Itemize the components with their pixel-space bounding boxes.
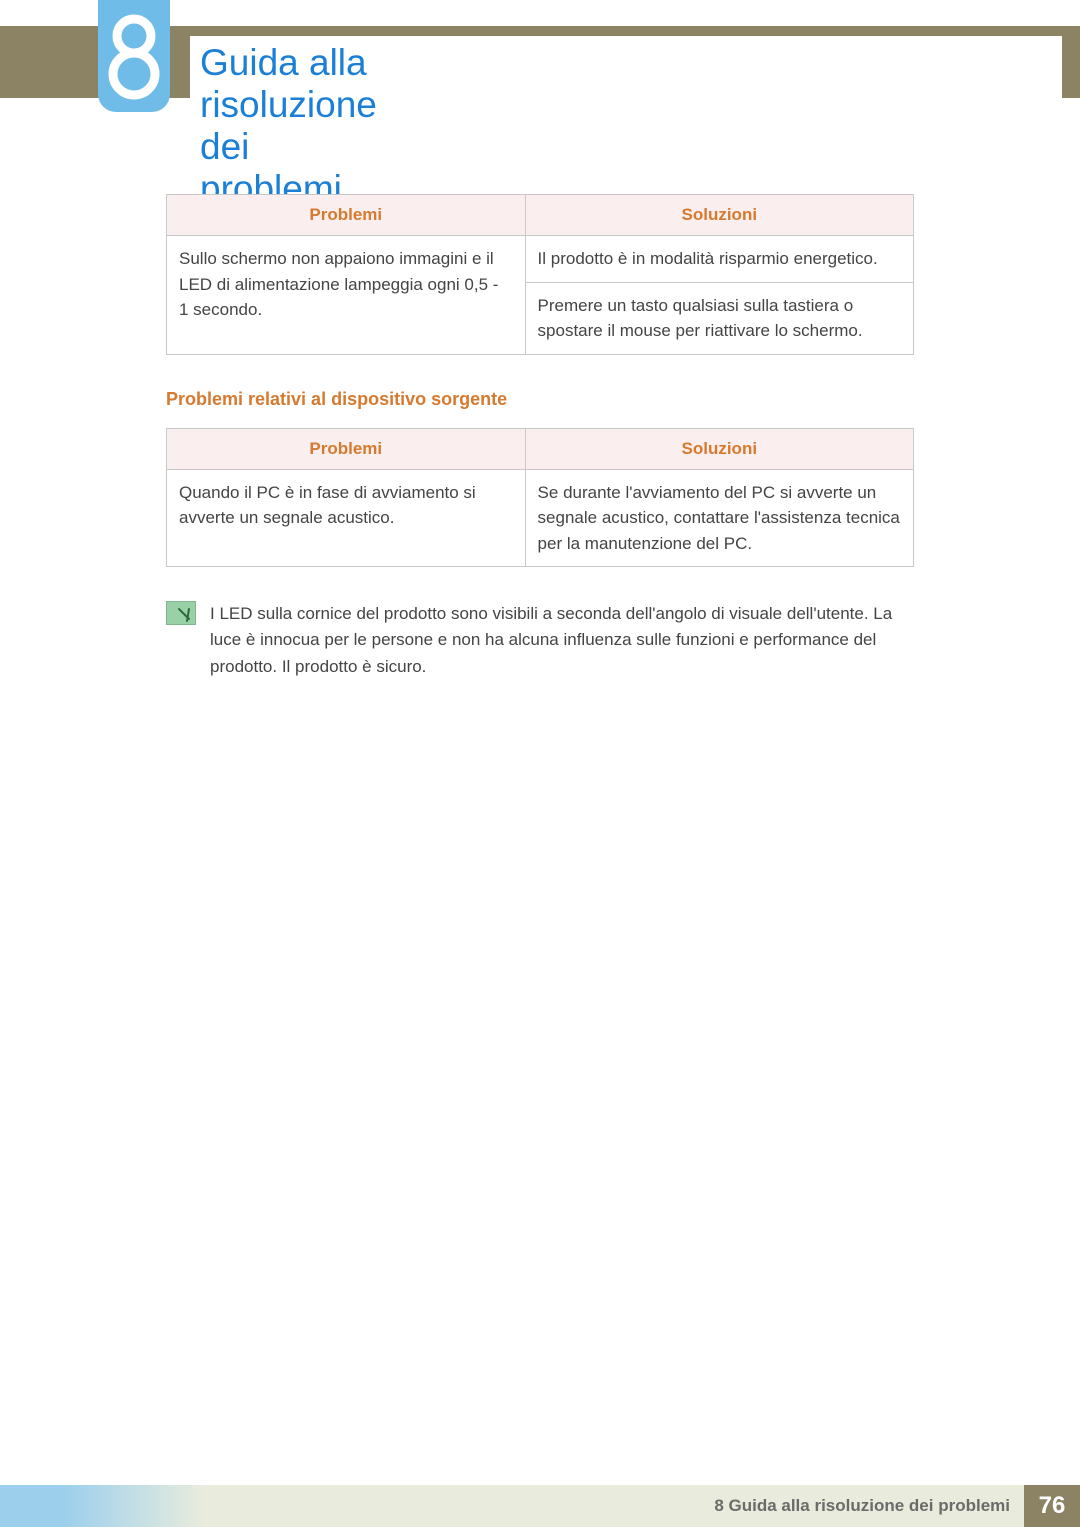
page-root: Guida alla risoluzione dei problemi Prob…	[0, 0, 1080, 1527]
page-title: Guida alla risoluzione dei problemi	[190, 36, 1080, 216]
cell-problem: Quando il PC è in fase di avviamento si …	[167, 469, 526, 567]
cell-solution: Il prodotto è in modalità risparmio ener…	[525, 236, 913, 283]
header-banner-right	[1062, 26, 1080, 98]
troubleshoot-table-2: Problemi Soluzioni Quando il PC è in fas…	[166, 428, 914, 568]
table-row: Quando il PC è in fase di avviamento si …	[167, 469, 914, 567]
footer-bar: 8 Guida alla risoluzione dei problemi	[0, 1485, 1024, 1527]
chapter-badge	[98, 0, 170, 112]
note-icon	[166, 601, 196, 625]
footer-page-number: 76	[1024, 1485, 1080, 1527]
cell-solution: Se durante l'avviamento del PC si avvert…	[525, 469, 913, 567]
section-heading: Problemi relativi al dispositivo sorgent…	[166, 389, 914, 410]
cell-solution: Premere un tasto qualsiasi sulla tastier…	[525, 282, 913, 354]
content-area: Problemi Soluzioni Sullo schermo non app…	[166, 194, 914, 680]
footer-text: 8 Guida alla risoluzione dei problemi	[714, 1496, 1010, 1516]
cell-problem: Sullo schermo non appaiono immagini e il…	[167, 236, 526, 355]
col-header-problem: Problemi	[167, 428, 526, 469]
col-header-solution: Soluzioni	[525, 428, 913, 469]
table-header-row: Problemi Soluzioni	[167, 195, 914, 236]
note-text: I LED sulla cornice del prodotto sono vi…	[210, 601, 914, 680]
troubleshoot-table-1: Problemi Soluzioni Sullo schermo non app…	[166, 194, 914, 355]
table-row: Sullo schermo non appaiono immagini e il…	[167, 236, 914, 283]
col-header-solution: Soluzioni	[525, 195, 913, 236]
footer: 8 Guida alla risoluzione dei problemi 76	[0, 1485, 1080, 1527]
table-header-row: Problemi Soluzioni	[167, 428, 914, 469]
col-header-problem: Problemi	[167, 195, 526, 236]
note-block: I LED sulla cornice del prodotto sono vi…	[166, 601, 914, 680]
chapter-number-icon	[107, 11, 161, 101]
